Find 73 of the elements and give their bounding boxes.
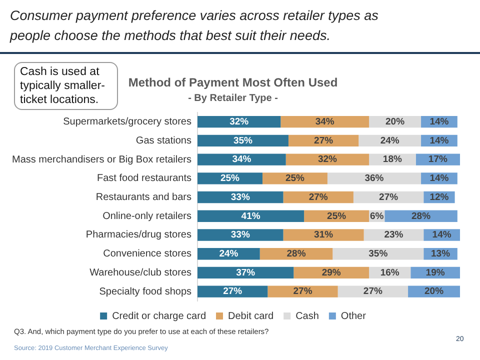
data-label: 25%	[220, 173, 240, 184]
data-label: 6%	[370, 210, 384, 222]
legend-label: Cash	[296, 310, 319, 322]
data-label: 23%	[384, 230, 404, 241]
data-label: 27%	[293, 286, 313, 298]
data-label: 27%	[363, 286, 383, 298]
bar	[198, 172, 262, 184]
bar	[198, 229, 284, 241]
y-tick-label: Warehouse/club stores	[90, 267, 192, 278]
y-tick-label: Restaurants and bars	[96, 192, 192, 204]
bar	[338, 286, 408, 298]
data-label: 33%	[230, 192, 250, 203]
data-label: 32%	[318, 154, 338, 166]
bar	[332, 248, 424, 260]
data-label: 28%	[286, 248, 306, 260]
data-label: 27%	[223, 286, 243, 298]
bar	[198, 210, 304, 222]
data-label: 28%	[412, 210, 432, 222]
data-label: 14%	[430, 116, 450, 128]
data-label: 14%	[430, 135, 450, 146]
text: Cash is used at typically smaller-ticket locations.	[14, 62, 118, 110]
bar	[268, 286, 338, 298]
legend-label: Debit card	[228, 310, 274, 322]
y-tick-label: Pharmacies/drug stores	[86, 230, 192, 241]
y-tick-label: Specialty food shops	[99, 286, 192, 298]
bar	[198, 154, 286, 166]
data-label: 20%	[424, 286, 444, 298]
data-label: 14%	[430, 173, 450, 184]
legend-label: Other	[340, 310, 367, 322]
chart-subtitle: - By Retailer Type -	[188, 93, 278, 104]
data-label: 33%	[230, 230, 250, 241]
bar	[286, 154, 370, 166]
data-label: 41%	[241, 210, 261, 222]
bar	[283, 229, 364, 241]
data-label: 27%	[308, 192, 328, 203]
y-tick-label: Online-only retailers	[102, 210, 192, 222]
y-tick-label: Mass merchandisers or Big Box retailers	[12, 154, 192, 166]
data-label: 34%	[315, 116, 335, 128]
legend-label: Credit or charge card	[112, 310, 206, 322]
data-label: 25%	[285, 173, 306, 184]
y-tick-label: Convenience stores	[103, 248, 192, 260]
data-label: 24%	[380, 135, 400, 146]
bar	[198, 286, 268, 298]
data-label: 27%	[379, 192, 399, 203]
data-label: 35%	[368, 248, 388, 260]
data-label: 32%	[230, 116, 250, 128]
data-label: 16%	[380, 267, 400, 278]
y-tick-label: Supermarkets/grocery stores	[63, 116, 192, 128]
data-label: 35%	[233, 135, 254, 146]
data-label: 14%	[432, 230, 452, 241]
y-tick-label: Gas stations	[136, 135, 192, 146]
bar	[198, 266, 294, 279]
data-label: 31%	[314, 230, 334, 241]
bar	[327, 172, 422, 184]
data-label: 20%	[386, 116, 406, 128]
data-label: 12%	[430, 192, 450, 203]
data-label: 25%	[327, 210, 347, 222]
data-label: 13%	[431, 248, 451, 260]
data-label: 17%	[428, 154, 448, 166]
data-label: 18%	[382, 154, 402, 166]
bar	[364, 229, 424, 241]
bar	[280, 116, 370, 128]
data-label: 19%	[426, 267, 446, 278]
bar	[262, 172, 328, 184]
data-label: 34%	[232, 154, 252, 166]
data-label: 24%	[219, 248, 239, 260]
data-label: 37%	[236, 267, 256, 278]
chart-title: Method of Payment Most Often Used	[128, 76, 338, 90]
data-label: 29%	[322, 267, 342, 278]
data-label: 27%	[314, 135, 334, 146]
data-label: 36%	[364, 173, 384, 184]
text: Consumer payment preference varies across retailer types as people choose the methods that best suit their needs.	[10, 7, 380, 45]
y-tick-label: Fast food restaurants	[97, 173, 192, 184]
